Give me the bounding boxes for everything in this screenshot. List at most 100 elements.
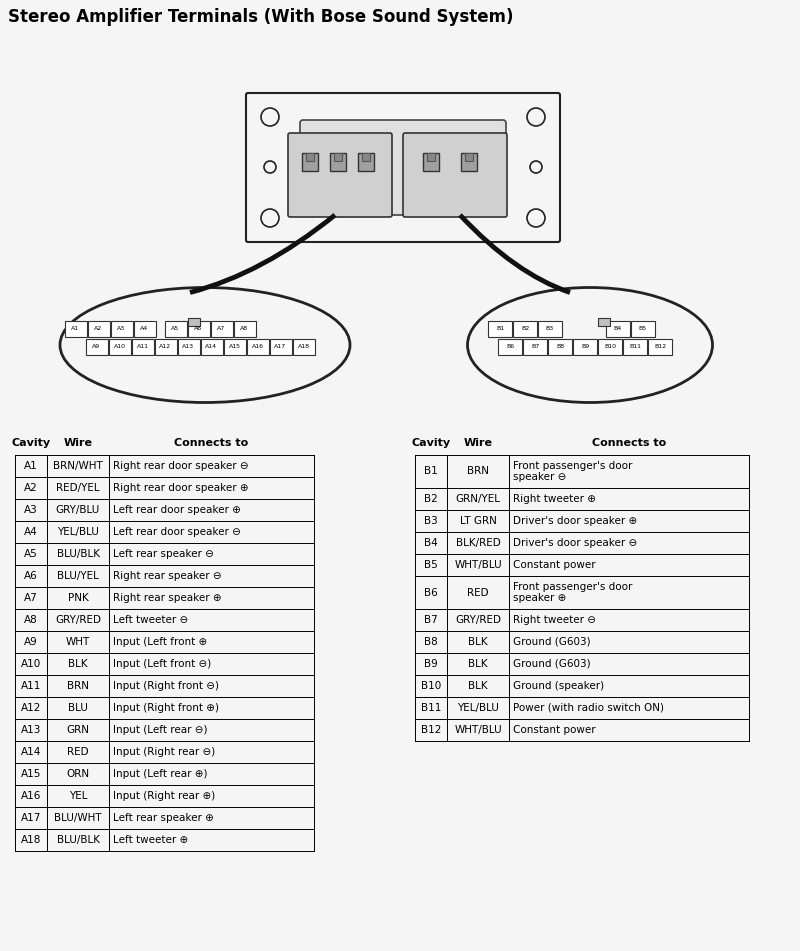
Bar	[423, 153, 439, 171]
Bar	[630, 321, 654, 337]
Text: B2: B2	[521, 326, 529, 332]
Text: A6: A6	[194, 326, 202, 332]
Text: Left rear speaker ⊕: Left rear speaker ⊕	[113, 813, 214, 823]
Text: Driver's door speaker ⊕: Driver's door speaker ⊕	[513, 516, 638, 526]
Text: A15: A15	[21, 769, 41, 779]
Text: B10: B10	[604, 344, 616, 350]
FancyBboxPatch shape	[288, 133, 392, 217]
Text: A10: A10	[21, 659, 41, 669]
Text: Right rear door speaker ⊕: Right rear door speaker ⊕	[113, 483, 249, 493]
Text: WHT/BLU: WHT/BLU	[454, 560, 502, 570]
Text: A5: A5	[171, 326, 179, 332]
Bar	[358, 153, 374, 171]
Text: B12: B12	[421, 725, 441, 735]
Text: A3: A3	[118, 326, 126, 332]
Text: GRY/RED: GRY/RED	[55, 615, 101, 625]
Text: Ground (G603): Ground (G603)	[513, 659, 590, 669]
Text: B5: B5	[638, 326, 646, 332]
Text: A8: A8	[24, 615, 38, 625]
Text: A7: A7	[218, 326, 226, 332]
Text: A9: A9	[92, 344, 101, 350]
Bar	[65, 321, 86, 337]
Text: Right rear speaker ⊖: Right rear speaker ⊖	[113, 571, 222, 581]
Text: Input (Right rear ⊕): Input (Right rear ⊕)	[113, 791, 215, 801]
Bar	[623, 339, 647, 355]
Bar	[427, 153, 435, 161]
Text: Input (Left front ⊖): Input (Left front ⊖)	[113, 659, 211, 669]
Text: B10: B10	[421, 681, 441, 691]
Text: BLK/RED: BLK/RED	[456, 538, 500, 548]
Bar	[548, 339, 572, 355]
Text: Stereo Amplifier Terminals (With Bose Sound System): Stereo Amplifier Terminals (With Bose So…	[8, 8, 514, 26]
Bar	[598, 339, 622, 355]
Text: BLK: BLK	[468, 637, 488, 647]
Text: B6: B6	[506, 344, 514, 350]
Text: Input (Right front ⊖): Input (Right front ⊖)	[113, 681, 219, 691]
Text: B1: B1	[496, 326, 504, 332]
Text: Constant power: Constant power	[513, 725, 596, 735]
Text: A7: A7	[24, 593, 38, 603]
Text: B8: B8	[556, 344, 564, 350]
Bar	[573, 339, 597, 355]
Text: A14: A14	[21, 747, 41, 757]
FancyBboxPatch shape	[403, 133, 507, 217]
Text: GRY/RED: GRY/RED	[455, 615, 501, 625]
Bar	[648, 339, 672, 355]
Circle shape	[530, 161, 542, 173]
Text: A9: A9	[24, 637, 38, 647]
Text: Right tweeter ⊕: Right tweeter ⊕	[513, 494, 596, 504]
Text: GRN: GRN	[66, 725, 90, 735]
Text: B4: B4	[614, 326, 622, 332]
Bar	[606, 321, 630, 337]
Bar	[110, 321, 133, 337]
Text: Driver's door speaker ⊖: Driver's door speaker ⊖	[513, 538, 638, 548]
Text: B11: B11	[629, 344, 641, 350]
Bar	[330, 153, 346, 171]
Text: A10: A10	[114, 344, 126, 350]
Text: Cavity: Cavity	[411, 438, 450, 448]
Text: WHT/BLU: WHT/BLU	[454, 725, 502, 735]
Text: Left rear speaker ⊖: Left rear speaker ⊖	[113, 549, 214, 559]
Text: LT GRN: LT GRN	[459, 516, 497, 526]
Text: B5: B5	[424, 560, 438, 570]
Text: BLU: BLU	[68, 703, 88, 713]
Text: Input (Left front ⊕: Input (Left front ⊕	[113, 637, 207, 647]
Text: BLU/BLK: BLU/BLK	[57, 835, 99, 845]
Text: A15: A15	[229, 344, 241, 350]
Text: A13: A13	[21, 725, 41, 735]
Text: Input (Left rear ⊕): Input (Left rear ⊕)	[113, 769, 207, 779]
Text: YEL/BLU: YEL/BLU	[457, 703, 499, 713]
FancyBboxPatch shape	[246, 93, 560, 242]
Text: Power (with radio switch ON): Power (with radio switch ON)	[513, 703, 664, 713]
Text: B11: B11	[421, 703, 441, 713]
Text: B1: B1	[424, 467, 438, 476]
Text: A8: A8	[241, 326, 249, 332]
Text: Ground (speaker): Ground (speaker)	[513, 681, 604, 691]
Bar	[538, 321, 562, 337]
Text: B3: B3	[424, 516, 438, 526]
Text: BRN: BRN	[67, 681, 89, 691]
Text: Wire: Wire	[63, 438, 93, 448]
Bar	[246, 339, 269, 355]
Text: BRN: BRN	[467, 467, 489, 476]
Bar	[210, 321, 233, 337]
Text: Right tweeter ⊖: Right tweeter ⊖	[513, 615, 596, 625]
Bar	[293, 339, 314, 355]
Text: Right rear speaker ⊕: Right rear speaker ⊕	[113, 593, 222, 603]
Text: A1: A1	[71, 326, 79, 332]
Bar	[154, 339, 177, 355]
Text: B9: B9	[424, 659, 438, 669]
Text: A17: A17	[274, 344, 286, 350]
Text: GRY/BLU: GRY/BLU	[56, 505, 100, 515]
Text: B12: B12	[654, 344, 666, 350]
Text: Input (Right front ⊕): Input (Right front ⊕)	[113, 703, 219, 713]
Text: ORN: ORN	[66, 769, 90, 779]
Text: Input (Left rear ⊖): Input (Left rear ⊖)	[113, 725, 207, 735]
Text: A18: A18	[21, 835, 41, 845]
Text: A11: A11	[137, 344, 149, 350]
Text: Left rear door speaker ⊕: Left rear door speaker ⊕	[113, 505, 241, 515]
Text: A16: A16	[21, 791, 41, 801]
Bar	[178, 339, 199, 355]
Bar	[234, 321, 255, 337]
Circle shape	[261, 108, 279, 126]
